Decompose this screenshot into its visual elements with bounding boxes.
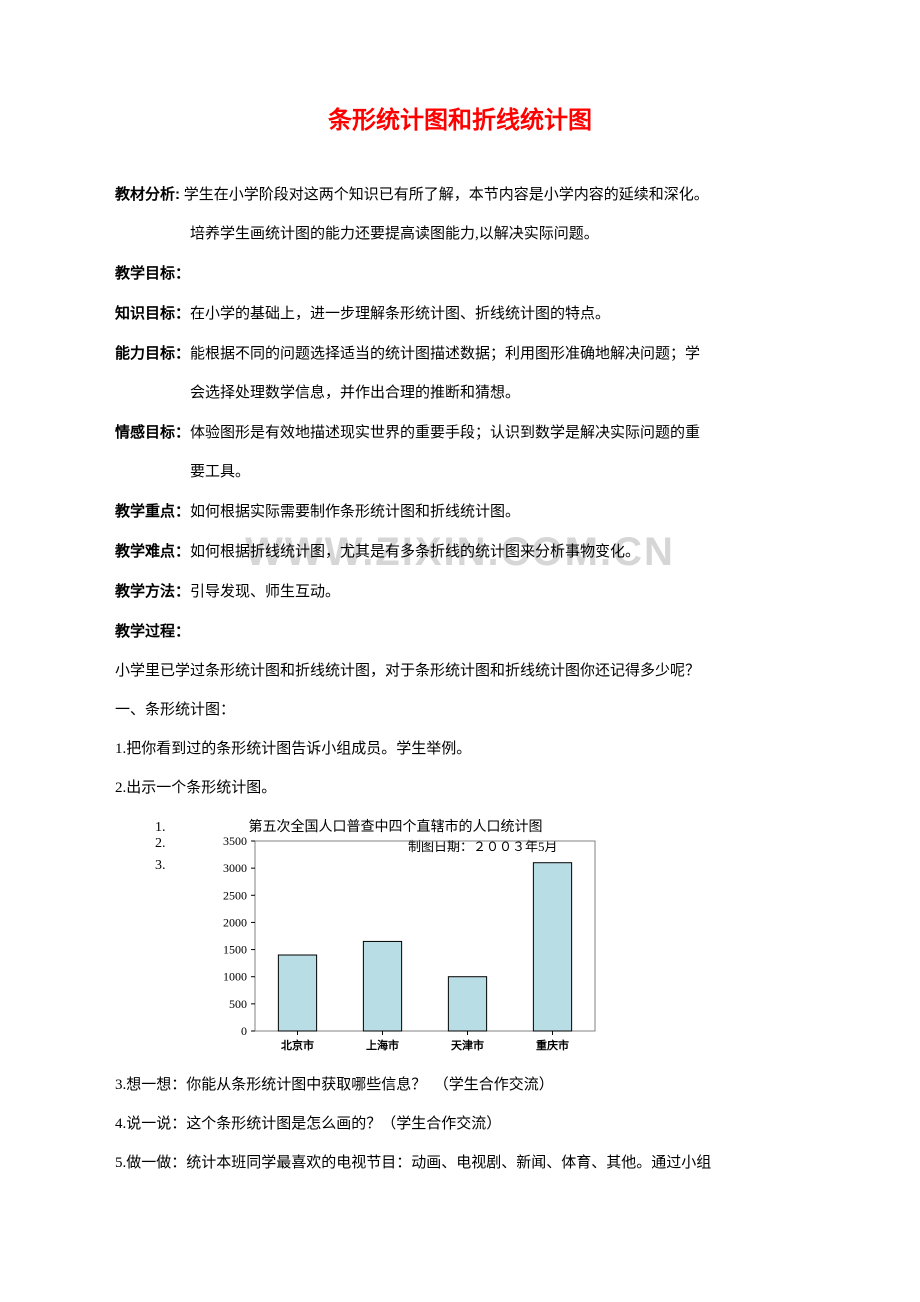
chart-list-2: 2. <box>155 834 166 854</box>
item2: 2.出示一个条形统计图。 <box>115 769 805 808</box>
qinggan-label: 情感目标： <box>115 424 190 441</box>
fangfa-text: 引导发现、师生互动。 <box>190 584 340 600</box>
svg-text:北京市: 北京市 <box>281 1038 314 1052</box>
svg-text:500: 500 <box>229 997 247 1011</box>
jiaocai-text2: 培养学生画统计图的能力还要提高读图能力,以解决实际问题。 <box>115 215 805 254</box>
nandian-label: 教学难点： <box>115 543 190 560</box>
svg-text:1000: 1000 <box>223 970 247 984</box>
jiaoxue-mubiao-label: 教学目标： <box>115 265 190 282</box>
intro-text: 小学里已学过条形统计图和折线统计图，对于条形统计图和折线统计图你还记得多少呢？ <box>115 652 805 691</box>
fangfa-label: 教学方法： <box>115 583 190 600</box>
zhishi-text: 在小学的基础上，进一步理解条形统计图、折线统计图的特点。 <box>190 306 610 322</box>
chart-block: 1. 第五次全国人口普查中四个直辖市的人口统计图 2. 3. 制图日期：２００３… <box>115 816 805 1066</box>
item1: 1.把你看到过的条形统计图告诉小组成员。学生举例。 <box>115 730 805 769</box>
zhongdian-label: 教学重点： <box>115 503 190 520</box>
svg-text:2000: 2000 <box>223 915 247 929</box>
qinggan-text1: 体验图形是有效地描述现实世界的重要手段；认识到数学是解决实际问题的重 <box>190 425 700 441</box>
svg-text:2500: 2500 <box>223 888 247 902</box>
svg-text:0: 0 <box>241 1024 247 1038</box>
zhishi-label: 知识目标： <box>115 305 190 322</box>
jiaocai-text1: 学生在小学阶段对这两个知识已有所了解，本节内容是小学内容的延续和深化。 <box>180 187 709 203</box>
section1: 一、条形统计图： <box>115 691 805 730</box>
nengli-text2: 会选择处理数学信息，并作出合理的推断和猜想。 <box>115 374 805 413</box>
qinggan-text2: 要工具。 <box>115 453 805 492</box>
svg-text:3000: 3000 <box>223 861 247 875</box>
chart-list-1: 1. <box>155 820 245 836</box>
bar-chart: 制图日期：２００３年5月0500100015002000250030003500… <box>205 836 635 1061</box>
chart-list-3: 3. <box>155 856 166 876</box>
item5: 5.做一做：统计本班同学最喜欢的电视节目：动画、电视剧、新闻、体育、其他。通过小… <box>115 1144 805 1183</box>
zhongdian-text: 如何根据实际需要制作条形统计图和折线统计图。 <box>190 504 520 520</box>
jiaocai-label: 教材分析: <box>115 186 180 203</box>
nengli-text1: 能根据不同的问题选择适当的统计图描述数据；利用图形准确地解决问题；学 <box>190 346 700 362</box>
svg-text:天津市: 天津市 <box>451 1038 484 1052</box>
svg-text:1500: 1500 <box>223 943 247 957</box>
nengli-label: 能力目标： <box>115 345 190 362</box>
item4: 4.说一说：这个条形统计图是怎么画的？（学生合作交流） <box>115 1105 805 1144</box>
item3: 3.想一想：你能从条形统计图中获取哪些信息？ （学生合作交流） <box>115 1066 805 1105</box>
svg-text:3500: 3500 <box>223 836 247 848</box>
guocheng-label: 教学过程： <box>115 623 190 640</box>
nandian-text: 如何根据折线统计图，尤其是有多条折线的统计图来分析事物变化。 <box>190 544 640 560</box>
page-title: 条形统计图和折线统计图 <box>115 100 805 135</box>
chart-title: 第五次全国人口普查中四个直辖市的人口统计图 <box>249 820 543 835</box>
svg-text:重庆市: 重庆市 <box>536 1038 569 1052</box>
svg-text:上海市: 上海市 <box>366 1038 399 1052</box>
